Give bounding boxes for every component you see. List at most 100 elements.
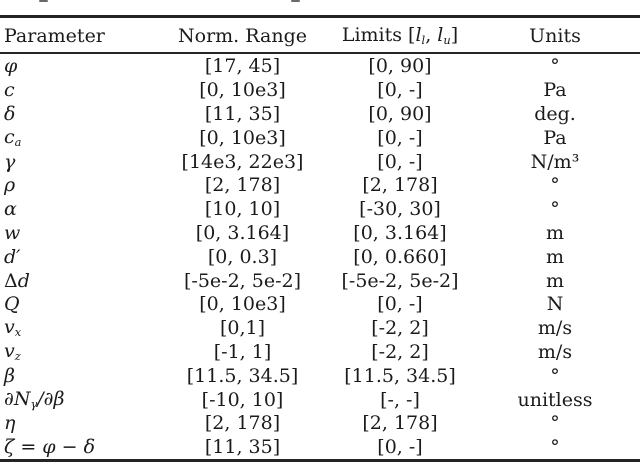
text-segment: /∂β <box>37 387 65 410</box>
text-segment: ∂N <box>4 387 31 410</box>
units-cell: unitless <box>517 388 593 411</box>
parameter-cell: ζ = φ − δ <box>0 438 155 457</box>
limits-cell: [0, 3.164] <box>353 221 447 244</box>
table-row: δ [11, 35] [0, 90] deg. <box>0 103 640 127</box>
units-cell: Pa <box>543 79 567 102</box>
text-segment: Norm. Range <box>178 24 307 47</box>
text-segment: η <box>4 412 16 435</box>
text-segment: , <box>425 23 438 46</box>
units-cell: m <box>545 245 565 268</box>
norm-range-cell: [0, 10e3] <box>199 79 286 102</box>
text-segment: Limits [ <box>341 23 416 46</box>
table-row: d′ [0, 0.3] [0, 0.660] m <box>0 245 640 269</box>
table-row: ζ = φ − δ [11, 35] [0, -] ° <box>0 436 640 460</box>
cropped-caption-text-artifact <box>39 0 48 2</box>
parameter-cell: ca <box>0 125 155 150</box>
norm-range-cell: [-10, 10] <box>201 388 284 411</box>
units-cell: m <box>545 221 565 244</box>
text-segment: c <box>4 125 15 148</box>
table-row: ρ [2, 178] [2, 178] ° <box>0 174 640 198</box>
units-cell: ° <box>550 436 560 459</box>
column-header-parameter: Parameter <box>0 24 155 47</box>
parameter-cell: w <box>0 221 155 244</box>
norm-range-cell: [2, 178] <box>204 174 281 197</box>
text-segment: γ <box>30 396 38 411</box>
text-segment: c <box>4 79 15 102</box>
text-segment: α <box>4 198 17 221</box>
limits-cell: [0, -] <box>377 79 423 102</box>
table-row: c [0, 10e3] [0, -] Pa <box>0 79 640 103</box>
text-segment: δ <box>4 102 16 125</box>
limits-cell: [-30, 30] <box>359 198 441 221</box>
table-row: α [10, 10] [-30, 30] ° <box>0 198 640 222</box>
table-header-row: Parameter Norm. Range Limits [ll, lu] Units <box>0 17 640 52</box>
text-segment: ρ <box>4 174 16 197</box>
norm-range-cell: [10, 10] <box>204 198 281 221</box>
text-segment: v <box>4 316 15 339</box>
norm-range-cell: [11.5, 34.5] <box>186 364 299 387</box>
norm-range-cell: [-5e-2, 5e-2] <box>183 269 301 292</box>
table-row: ca [0, 10e3] [0, -] Pa <box>0 126 640 150</box>
norm-range-cell: [0,1] <box>219 317 266 340</box>
limits-cell: [-, -] <box>380 388 420 411</box>
text-segment: l <box>437 23 444 46</box>
norm-range-cell: [0, 3.164] <box>195 221 290 244</box>
parameter-cell: vx <box>0 318 155 339</box>
parameter-cell: ρ <box>0 176 155 195</box>
limits-cell: [0, -] <box>377 126 423 149</box>
text-segment: Parameter <box>4 24 105 47</box>
limits-cell: [0, 90] <box>368 55 432 78</box>
table-row: Δd [-5e-2, 5e-2] [-5e-2, 5e-2] m <box>0 269 640 293</box>
cropped-caption-text-artifact <box>291 0 300 2</box>
table-body: φ [17, 45] [0, 90] ° c [0, 10e3] [0, -] Pa δ [11,… <box>0 55 640 460</box>
limits-cell: [-5e-2, 5e-2] <box>341 269 459 292</box>
text-segment: ] <box>450 23 459 46</box>
units-cell: Pa <box>543 126 567 149</box>
text-segment: v <box>4 340 15 363</box>
table-row: φ [17, 45] [0, 90] ° <box>0 55 640 79</box>
parameter-cell: d′ <box>0 247 155 267</box>
text-segment: u <box>443 32 451 47</box>
column-header-limits: Limits [ll, lu] <box>330 23 470 47</box>
parameter-cell: c <box>0 81 155 100</box>
text-segment: φ <box>4 55 18 78</box>
text-segment: l <box>421 32 426 47</box>
units-cell: ° <box>550 198 560 221</box>
norm-range-cell: [0, 10e3] <box>199 293 286 316</box>
parameter-cell: Δd <box>0 269 155 292</box>
norm-range-cell: [-1, 1] <box>213 340 272 363</box>
limits-cell: [0, 90] <box>368 102 432 125</box>
limits-cell: [0, -] <box>377 436 423 459</box>
norm-range-cell: [0, 0.3] <box>207 245 278 268</box>
text-segment: z <box>14 349 21 364</box>
limits-cell: [-2, 2] <box>371 340 429 363</box>
table-row: w [0, 3.164] [0, 3.164] m <box>0 222 640 246</box>
text-segment: β <box>4 364 15 387</box>
norm-range-cell: [0, 10e3] <box>199 126 286 149</box>
table-row: Q [0, 10e3] [0, -] N <box>0 293 640 317</box>
table-row: β [11.5, 34.5] [11.5, 34.5] ° <box>0 364 640 388</box>
units-cell: N <box>546 293 564 316</box>
table-row: ∂Nγ/∂β [-10, 10] [-, -] unitless <box>0 388 640 412</box>
column-header-units: Units <box>470 24 640 47</box>
limits-cell: [0, -] <box>377 293 423 316</box>
table-bottom-rule <box>0 459 640 462</box>
limits-cell: [0, 0.660] <box>353 245 447 268</box>
units-cell: m <box>545 269 565 292</box>
limits-cell: [-2, 2] <box>371 317 429 340</box>
text-segment: w <box>4 221 21 244</box>
text-segment: l <box>415 23 422 46</box>
units-cell: ° <box>550 55 560 78</box>
parameter-cell: vz <box>0 342 155 363</box>
table-row: vx [0,1] [-2, 2] m/s <box>0 317 640 341</box>
parameter-cell: β <box>0 364 155 387</box>
parameter-cell: α <box>0 200 155 219</box>
table-top-rule <box>0 15 640 18</box>
text-segment: Units <box>529 24 581 47</box>
limits-cell: [2, 178] <box>362 412 438 435</box>
units-cell: ° <box>550 412 560 435</box>
text-segment: d <box>17 269 30 292</box>
text-segment: γ <box>4 150 16 173</box>
text-segment: a <box>14 135 22 150</box>
